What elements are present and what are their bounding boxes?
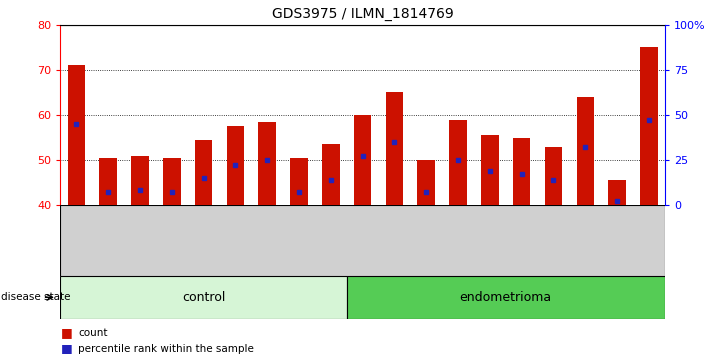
- Bar: [132, 156, 149, 205]
- Bar: [513, 138, 530, 205]
- Bar: [481, 135, 498, 205]
- Text: control: control: [182, 291, 225, 304]
- Bar: [347, 276, 665, 319]
- Bar: [227, 126, 244, 205]
- Text: percentile rank within the sample: percentile rank within the sample: [78, 344, 254, 354]
- Bar: [68, 65, 85, 205]
- Text: ■: ■: [60, 342, 73, 354]
- Bar: [545, 147, 562, 205]
- Bar: [609, 181, 626, 205]
- Bar: [640, 47, 658, 205]
- Bar: [60, 276, 347, 319]
- Bar: [195, 140, 213, 205]
- Bar: [354, 115, 371, 205]
- Bar: [290, 158, 308, 205]
- Bar: [322, 144, 340, 205]
- Bar: [100, 158, 117, 205]
- Text: GDS3975 / ILMN_1814769: GDS3975 / ILMN_1814769: [272, 7, 454, 21]
- Text: count: count: [78, 328, 107, 338]
- Bar: [258, 122, 276, 205]
- Text: disease state: disease state: [1, 292, 71, 302]
- Bar: [163, 158, 181, 205]
- Bar: [385, 92, 403, 205]
- Text: endometrioma: endometrioma: [460, 291, 552, 304]
- Text: ■: ■: [60, 326, 73, 339]
- Bar: [417, 160, 435, 205]
- Bar: [449, 120, 467, 205]
- Bar: [577, 97, 594, 205]
